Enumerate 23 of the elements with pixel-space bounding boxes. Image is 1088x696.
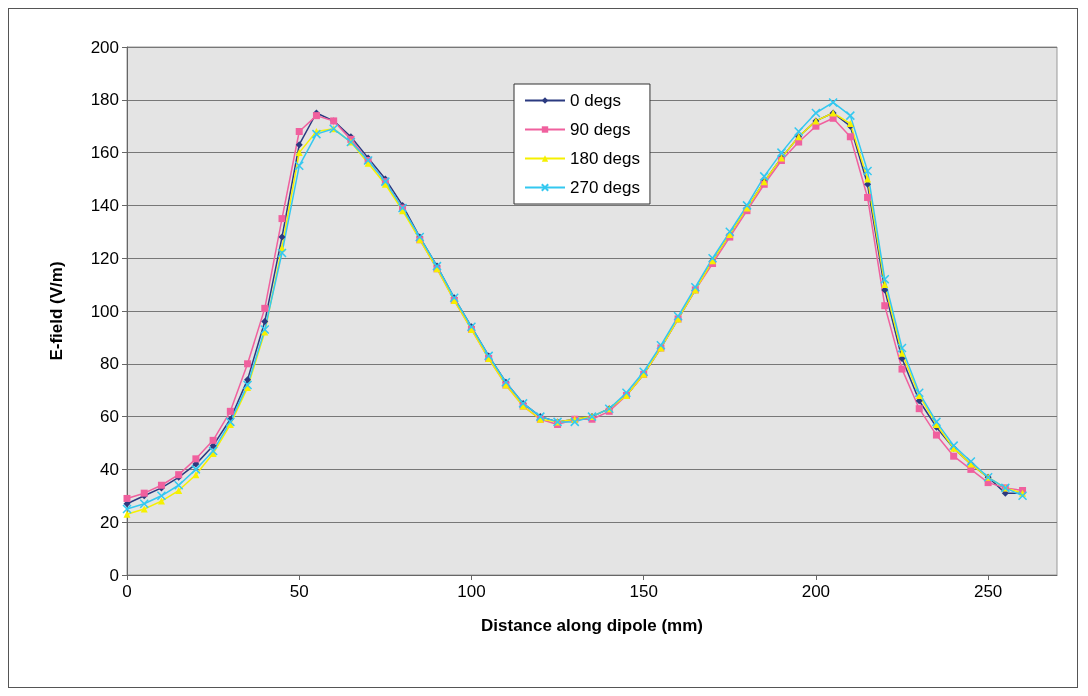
y-tick-label: 40: [100, 459, 119, 479]
x-axis-title: Distance along dipole (mm): [481, 616, 703, 635]
x-tick-label: 0: [122, 582, 132, 601]
y-tick-label: 180: [90, 90, 119, 110]
x-tick-label: 200: [801, 582, 831, 601]
x-tick-label: 50: [289, 582, 309, 601]
x-tick-label: 250: [973, 582, 1003, 601]
legend-label: 90 degs: [570, 120, 631, 139]
y-tick-label: 140: [90, 195, 119, 215]
y-tick-label: 20: [100, 512, 119, 532]
y-tick-label: 160: [90, 143, 119, 163]
legend-label: 180 degs: [570, 149, 640, 168]
y-tick-label: 120: [90, 248, 119, 268]
y-tick-label: 200: [90, 37, 119, 57]
x-tick-label: 100: [457, 582, 486, 601]
x-tick-label: 150: [629, 582, 658, 601]
y-tick-label: 100: [90, 301, 119, 321]
y-tick-label: 0: [109, 565, 119, 585]
legend-label: 270 degs: [570, 178, 640, 197]
y-axis-title: E-field (V/m): [47, 261, 66, 361]
y-tick-label: 60: [100, 407, 119, 427]
legend-label: 0 degs: [570, 91, 622, 110]
y-tick-label: 80: [100, 354, 119, 374]
